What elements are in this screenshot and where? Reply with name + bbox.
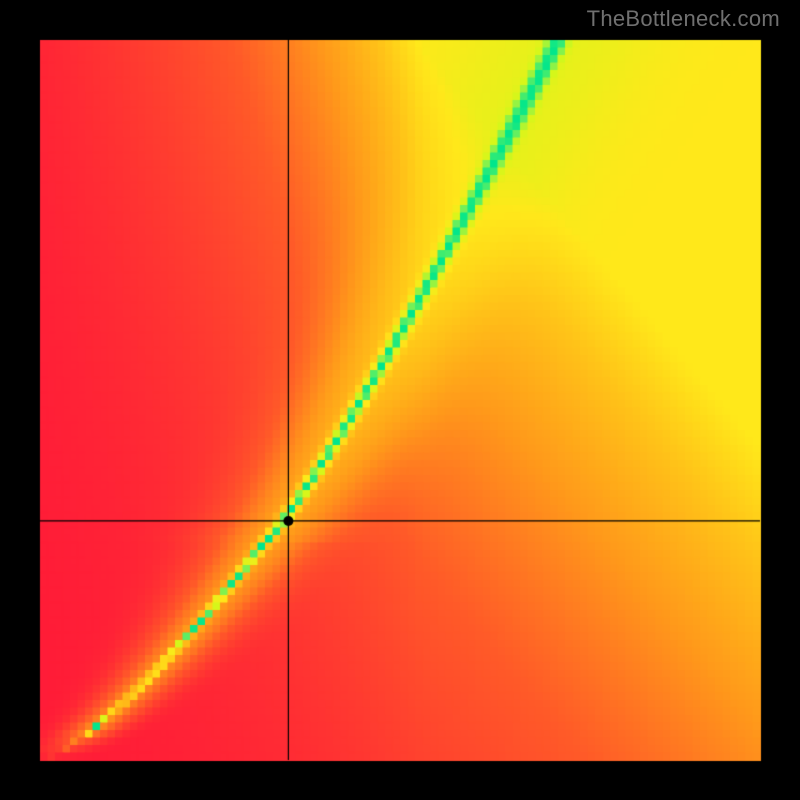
watermark-text: TheBottleneck.com: [587, 6, 780, 32]
figure-container: TheBottleneck.com: [0, 0, 800, 800]
heatmap-canvas: [0, 0, 800, 800]
